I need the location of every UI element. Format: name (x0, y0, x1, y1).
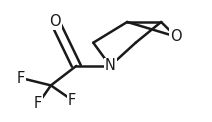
Text: N: N (105, 58, 116, 73)
Text: F: F (17, 71, 25, 86)
Text: F: F (68, 93, 76, 107)
Text: F: F (34, 96, 42, 111)
Text: O: O (170, 29, 182, 44)
Text: O: O (49, 15, 61, 29)
